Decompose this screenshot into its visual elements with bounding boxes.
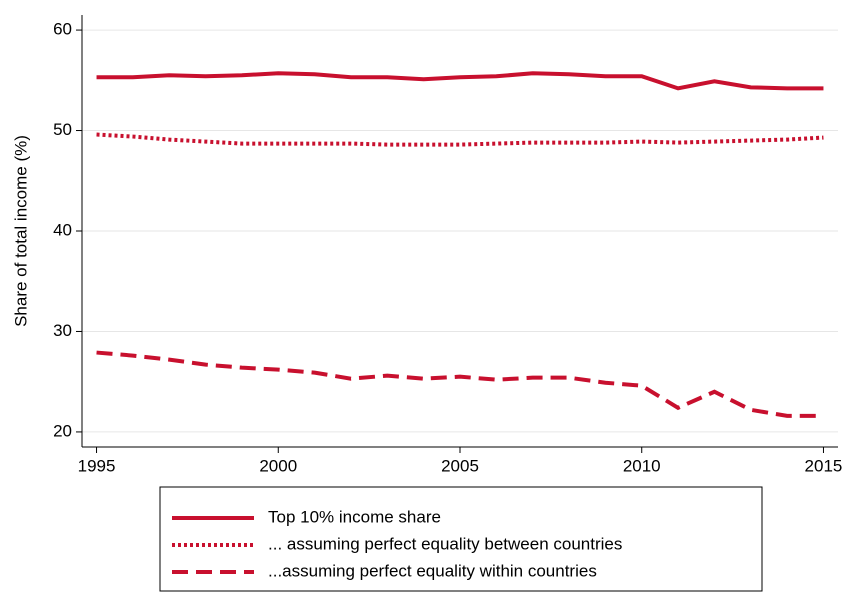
x-tick-label: 2000 xyxy=(259,456,297,475)
series-line xyxy=(96,350,824,418)
series-line xyxy=(96,71,824,91)
legend-label: Top 10% income share xyxy=(268,507,441,526)
x-tick-label: 2015 xyxy=(805,456,843,475)
series-line xyxy=(96,132,824,147)
y-axis-label: Share of total income (%) xyxy=(11,135,30,327)
y-tick-label: 40 xyxy=(53,220,72,239)
legend-label: ... assuming perfect equality between co… xyxy=(268,534,622,553)
x-tick-label: 2005 xyxy=(441,456,479,475)
y-tick-label: 60 xyxy=(53,20,72,39)
x-tick-label: 1995 xyxy=(78,456,116,475)
y-tick-label: 50 xyxy=(53,120,72,139)
y-tick-label: 20 xyxy=(53,421,72,440)
x-tick-label: 2010 xyxy=(623,456,661,475)
y-tick-label: 30 xyxy=(53,321,72,340)
legend-label: ...assuming perfect equality within coun… xyxy=(268,561,597,580)
legend-box xyxy=(159,486,763,592)
